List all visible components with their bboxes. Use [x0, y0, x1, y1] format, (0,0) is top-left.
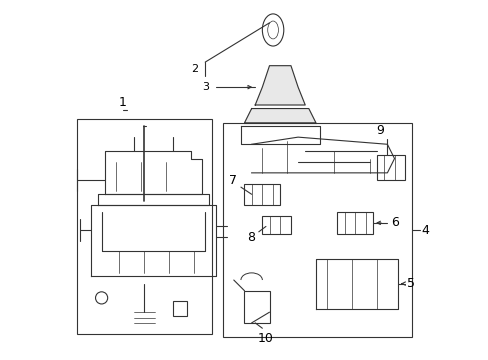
Text: 2: 2 [190, 64, 198, 74]
Text: 1: 1 [119, 95, 127, 109]
Bar [244, 291, 269, 323]
Bar [173, 301, 187, 316]
Text: 4: 4 [421, 224, 428, 237]
Text: 7: 7 [229, 174, 237, 186]
Text: 3: 3 [202, 82, 208, 92]
Bar [337, 212, 372, 234]
Bar [244, 184, 280, 205]
Text: 8: 8 [247, 231, 255, 244]
Bar [223, 123, 411, 337]
Polygon shape [255, 66, 305, 105]
Text: 10: 10 [258, 332, 273, 345]
Bar [376, 155, 405, 180]
Bar [262, 216, 290, 234]
Text: 6: 6 [390, 216, 398, 229]
Text: 9: 9 [376, 124, 384, 137]
Polygon shape [244, 109, 315, 123]
Bar [77, 119, 212, 334]
Text: 5: 5 [406, 277, 414, 290]
